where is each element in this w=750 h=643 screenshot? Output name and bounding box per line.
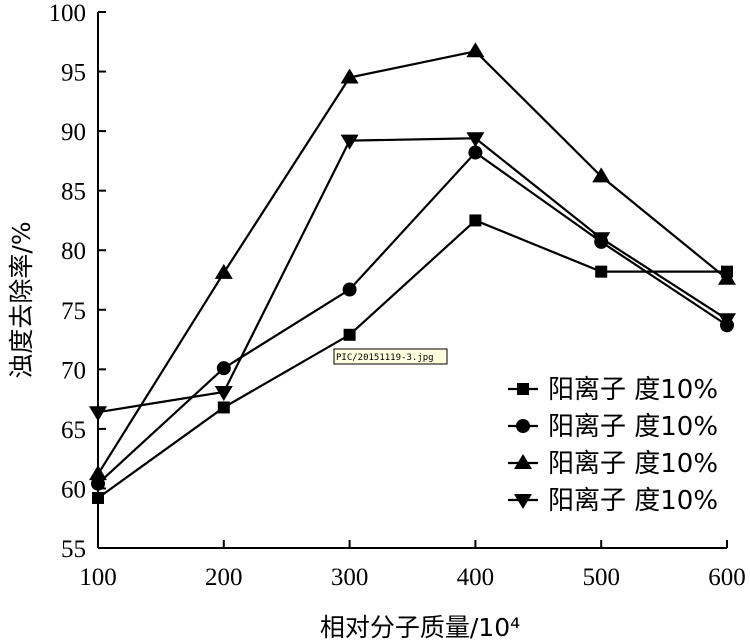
series-3-point <box>592 167 611 183</box>
y-tick-label: 95 <box>61 60 86 87</box>
series-3-point <box>89 465 107 481</box>
series-3-point <box>340 68 359 84</box>
x-tick-label: 300 <box>331 564 369 591</box>
series-2-line <box>97 151 728 485</box>
series-4-point <box>214 385 233 401</box>
legend: 阳离子 度10% 阳离子 度10% 阳离子 度10% 阳离子 度10% <box>508 375 718 516</box>
series-4-point <box>718 313 736 329</box>
watermark-text: PIC/20151119-3.jpg <box>336 353 434 363</box>
watermark-label: PIC/20151119-3.jpg <box>333 348 448 365</box>
tick-labels: 55 60 65 70 75 80 85 90 95 100 100 200 300 400 500 600 <box>49 0 746 591</box>
y-tick-label: 70 <box>61 357 86 384</box>
y-tick-label: 80 <box>61 238 86 265</box>
y-tick-label: 75 <box>61 298 86 325</box>
legend-label-2: 阳离子 度10% <box>548 412 718 442</box>
series-2-point <box>216 361 231 376</box>
series-2-point <box>342 282 357 297</box>
chart-axes <box>97 11 728 549</box>
legend-marker-3 <box>514 454 532 469</box>
y-tick-label: 55 <box>61 536 86 563</box>
series-3-point <box>214 263 233 279</box>
series-2-point <box>91 476 105 491</box>
legend-label-1: 阳离子 度10% <box>548 375 718 405</box>
y-tick-label: 85 <box>61 179 86 206</box>
series-4-line <box>97 137 728 414</box>
series-1-point <box>217 401 230 414</box>
series-3-line <box>97 50 728 475</box>
legend-label-3: 阳离子 度10% <box>548 449 718 479</box>
x-tick-label: 400 <box>457 564 495 591</box>
series-lines <box>97 50 728 499</box>
x-tick-label: 500 <box>582 564 620 591</box>
series-1-point <box>595 265 608 278</box>
x-axis-title: 相对分子质量/10⁴ <box>320 613 520 642</box>
x-tick-label: 600 <box>708 564 746 591</box>
series-1-point <box>343 328 356 341</box>
x-tick-label: 200 <box>205 564 243 591</box>
series-markers <box>89 42 736 504</box>
legend-marker-1 <box>517 383 529 395</box>
series-2-point <box>468 145 483 160</box>
y-tick-label: 90 <box>61 119 86 146</box>
legend-marker-4 <box>514 494 532 509</box>
series-4-point <box>340 134 359 150</box>
series-4-point <box>466 132 485 148</box>
series-3-point <box>718 269 736 285</box>
x-tick-label: 100 <box>79 564 117 591</box>
y-tick-label: 100 <box>49 0 87 27</box>
series-4-point <box>89 406 107 422</box>
series-1-line <box>97 219 727 499</box>
legend-label-4: 阳离子 度10% <box>548 486 718 516</box>
series-1-point <box>92 491 104 504</box>
y-tick-label: 65 <box>61 417 86 444</box>
series-4-point <box>592 232 611 248</box>
series-1-point <box>469 214 482 227</box>
y-axis-title: 浊度去除率/% <box>7 221 36 378</box>
series-3-point <box>466 42 485 58</box>
y-tick-label: 60 <box>61 476 86 503</box>
legend-marker-2 <box>516 419 530 433</box>
